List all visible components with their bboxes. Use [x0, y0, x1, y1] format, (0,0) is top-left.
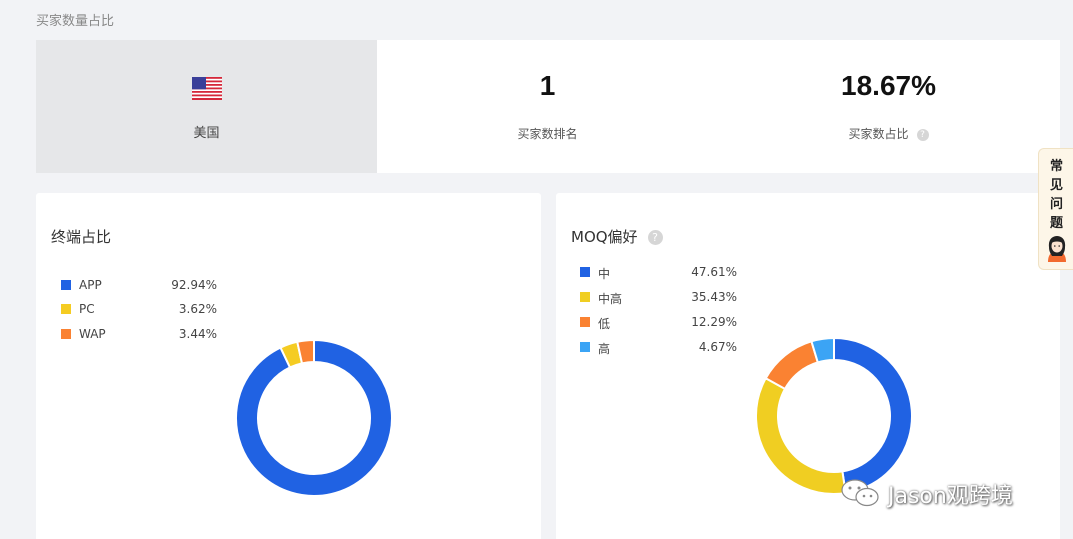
legend-value: 3.44% — [178, 327, 217, 341]
legend-value: 4.67% — [698, 340, 737, 354]
legend-item[interactable]: 高 4.67% — [580, 340, 737, 356]
donut-slice-0[interactable] — [235, 338, 393, 497]
panel-title: 终端占比 — [51, 228, 112, 246]
panel-title-row: MOQ偏好? — [571, 226, 663, 247]
legend-value: 92.94% — [171, 278, 217, 292]
legend-item[interactable]: APP 92.94% — [61, 278, 217, 292]
faq-tab[interactable]: 常见问题 — [1038, 148, 1073, 270]
terminal-panel: 终端占比 APP 92.94% PC 3.62% WAP 3.44% — [36, 193, 541, 539]
legend-swatch — [61, 304, 71, 314]
terminal-donut-chart — [235, 338, 393, 497]
donut-slice-1[interactable] — [755, 376, 847, 495]
section-title: 买家数量占比 — [36, 14, 115, 29]
country-box: 美国 — [36, 40, 377, 173]
legend-swatch — [61, 329, 71, 339]
legend-value: 12.29% — [691, 315, 737, 329]
legend-swatch — [61, 280, 71, 290]
legend-item[interactable]: 中 47.61% — [580, 265, 737, 281]
rank-value: 1 — [539, 70, 556, 101]
support-avatar-icon — [1048, 236, 1066, 262]
legend-swatch — [580, 317, 590, 327]
donut-slice-2[interactable] — [764, 340, 820, 391]
legend-name: PC — [79, 302, 95, 316]
buyer-stats-card: 美国 1 买家数排名 18.67% 买家数占比? — [36, 40, 1060, 173]
legend-value: 3.62% — [178, 302, 217, 316]
legend-value: 35.43% — [691, 290, 737, 304]
country-name: 美国 — [193, 126, 220, 141]
watermark-text: Jason观跨境 — [888, 484, 1013, 509]
donut-slice-0[interactable] — [833, 336, 913, 495]
legend-item[interactable]: 中高 35.43% — [580, 290, 737, 306]
wechat-icon — [841, 479, 879, 507]
help-icon[interactable]: ? — [916, 128, 929, 141]
moq-panel: MOQ偏好? 中 47.61% 中高 35.43% 低 12.29% 高 4.6… — [556, 193, 1060, 539]
rank-stat: 1 买家数排名 — [377, 40, 718, 173]
faq-label: 常见问题 — [1049, 159, 1063, 231]
legend-name: 高 — [598, 342, 611, 356]
donut-slice-3[interactable] — [810, 336, 835, 364]
legend-value: 47.61% — [691, 265, 737, 279]
legend-name: WAP — [79, 327, 106, 341]
legend-item[interactable]: WAP 3.44% — [61, 327, 217, 341]
panel-title: MOQ偏好 — [571, 228, 638, 246]
share-label-row: 买家数占比? — [718, 125, 1059, 142]
legend-swatch — [580, 342, 590, 352]
moq-legend: 中 47.61% 中高 35.43% 低 12.29% 高 4.67% — [580, 265, 737, 360]
donut-slice-2[interactable] — [296, 338, 315, 365]
help-icon[interactable]: ? — [647, 230, 663, 245]
legend-item[interactable]: 低 12.29% — [580, 315, 737, 331]
share-label: 买家数占比 — [848, 127, 909, 141]
share-value: 18.67% — [841, 70, 936, 101]
legend-swatch — [580, 292, 590, 302]
legend-item[interactable]: PC 3.62% — [61, 302, 217, 316]
moq-donut-chart — [755, 336, 913, 495]
us-flag-icon — [192, 77, 222, 100]
legend-name: 中 — [598, 267, 611, 281]
legend-name: 低 — [598, 317, 611, 331]
share-stat: 18.67% 买家数占比? — [718, 40, 1059, 173]
terminal-legend: APP 92.94% PC 3.62% WAP 3.44% — [61, 278, 217, 348]
legend-name: 中高 — [598, 292, 623, 306]
rank-label: 买家数排名 — [517, 127, 578, 141]
legend-name: APP — [79, 278, 102, 292]
legend-swatch — [580, 267, 590, 277]
